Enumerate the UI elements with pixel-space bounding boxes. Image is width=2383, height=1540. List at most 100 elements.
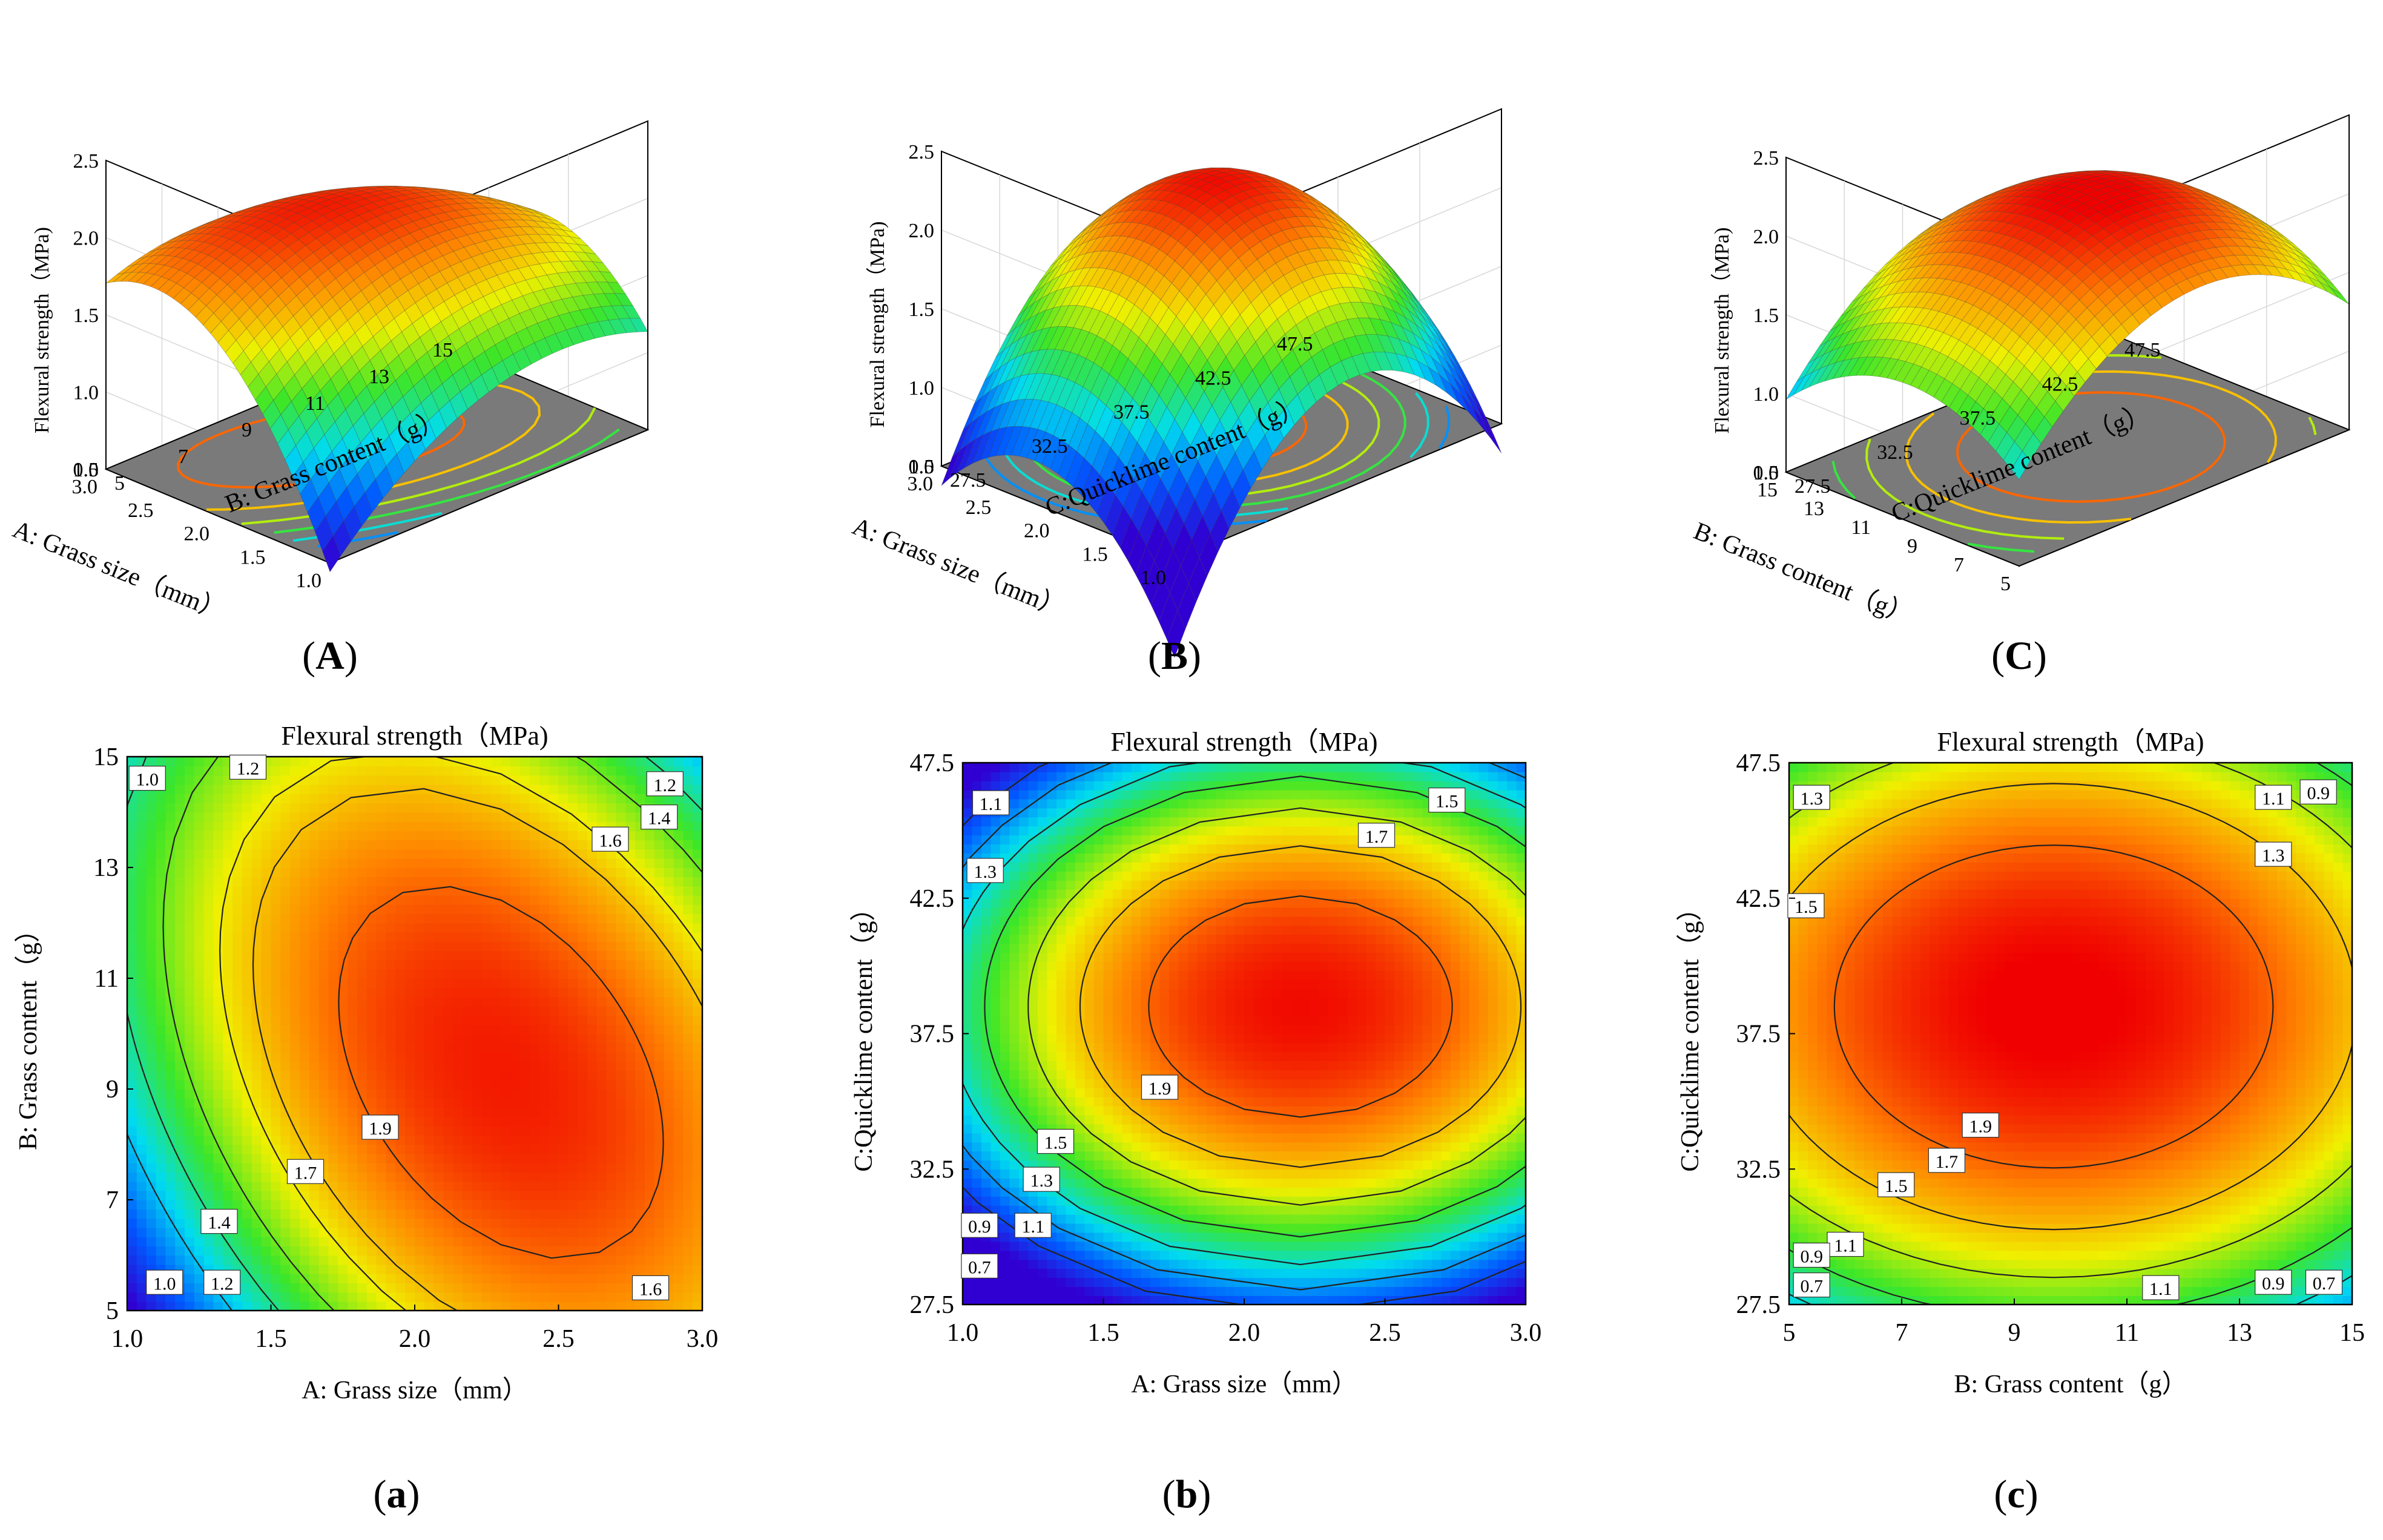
contour-cell — [309, 1107, 320, 1117]
contour-cell — [251, 1172, 262, 1182]
contour-cell — [136, 969, 147, 979]
contour-cell — [453, 904, 463, 915]
surface-facet — [273, 387, 292, 415]
contour-cell — [203, 784, 214, 794]
contour-cell — [185, 840, 195, 850]
surface-facet — [1956, 206, 1976, 218]
contour-cell — [405, 877, 415, 887]
surface-facet — [1127, 531, 1147, 576]
contour-cell — [185, 831, 195, 841]
surface-facet — [1147, 182, 1168, 192]
surface-facet — [2182, 252, 2202, 265]
contour-cell — [232, 867, 243, 878]
contour-cell — [232, 950, 243, 961]
contour-cell — [242, 886, 252, 896]
contour-cell — [348, 1015, 358, 1025]
surface-facet — [480, 220, 500, 231]
contour-cell — [300, 1144, 310, 1154]
surface-facet — [2018, 206, 2039, 217]
contour-cell — [338, 803, 348, 813]
contour-cell — [309, 877, 320, 887]
contour-cell — [223, 1246, 233, 1256]
contour-cell — [453, 913, 463, 924]
contour-cell — [386, 923, 397, 933]
contour-cell — [376, 1292, 387, 1302]
surface-facet — [543, 222, 564, 231]
contour-cell — [386, 959, 397, 970]
surface-facet — [1036, 349, 1056, 374]
contour-cell — [386, 1227, 397, 1237]
surface-facet — [2131, 195, 2151, 204]
contour-cell — [165, 941, 176, 952]
y-tick-label: 42.5 — [2042, 373, 2078, 395]
contour-cell — [146, 877, 157, 887]
contour-cell — [194, 1042, 205, 1053]
contour-cell — [433, 1135, 444, 1145]
contour-cell — [386, 932, 397, 942]
contour-cell — [443, 766, 454, 776]
contour-cell — [251, 1052, 262, 1062]
contour-cell — [443, 950, 454, 961]
contour-cell — [223, 1061, 233, 1071]
contour-cell — [156, 794, 166, 804]
surface-facet — [1976, 274, 1996, 292]
contour-cell — [366, 1061, 377, 1071]
contour-cell — [328, 1237, 339, 1247]
surface-facet — [1353, 287, 1373, 304]
contour-cell — [357, 886, 368, 896]
z-floor-label: 1.0 — [1753, 462, 1779, 484]
contour-cell — [386, 1246, 397, 1256]
surface-facet — [2022, 433, 2042, 462]
contour-cell — [203, 1042, 214, 1053]
contour-cell — [338, 1116, 348, 1127]
contour-cell — [366, 969, 377, 979]
contour-cell — [348, 1227, 358, 1237]
contour-cell — [185, 1033, 195, 1044]
surface-facet — [2046, 180, 2068, 186]
x-tick-label: 1.0 — [296, 570, 322, 592]
contour-cell — [328, 1200, 339, 1210]
contour-plots: 1.01.21.21.41.61.91.71.41.21.0 1.61.0 1.5 2… — [15, 721, 2365, 1516]
contour-cell — [136, 1209, 147, 1219]
contour-cell — [300, 1246, 310, 1256]
contour-cell — [146, 987, 157, 998]
contour-cell — [271, 1042, 282, 1053]
contour-cell — [290, 1301, 300, 1311]
contour-cell — [463, 849, 473, 859]
surface-facet — [254, 326, 273, 350]
contour-cell — [309, 959, 320, 970]
surface-facet — [274, 261, 293, 278]
contour-cell — [318, 1209, 329, 1219]
contour-cell — [433, 1107, 444, 1117]
surface-facet — [2008, 336, 2028, 359]
y-tick-label: 13 — [369, 366, 389, 388]
surface-facet — [1014, 303, 1034, 329]
surface-facet — [1873, 307, 1893, 325]
contour-cell — [203, 932, 214, 942]
contour-cell — [146, 941, 157, 952]
surface-facet — [2098, 206, 2118, 217]
contour-cell — [127, 1190, 137, 1200]
contour-cell — [357, 987, 368, 998]
contour-cell — [290, 987, 300, 998]
surface-facet — [2009, 240, 2029, 255]
contour-cell — [194, 794, 205, 804]
contour-cell — [424, 1227, 435, 1237]
surface-facet — [1187, 188, 1207, 200]
contour-cell — [146, 913, 157, 924]
contour-cell — [271, 775, 282, 785]
contour-cell — [433, 794, 444, 804]
contour-cell — [415, 840, 425, 850]
surface-facet — [2126, 241, 2146, 256]
contour-cell — [309, 950, 320, 961]
contour-cell — [290, 1227, 300, 1237]
contour-cell — [194, 821, 205, 831]
contour-cell — [300, 803, 310, 813]
contour-cell — [194, 959, 205, 970]
surface-facet — [261, 337, 280, 362]
contour-cell — [318, 1015, 329, 1025]
contour-cell — [290, 858, 300, 868]
surface-facet — [365, 314, 384, 337]
contour-cell — [338, 1181, 348, 1191]
contour-cell — [156, 1070, 166, 1081]
